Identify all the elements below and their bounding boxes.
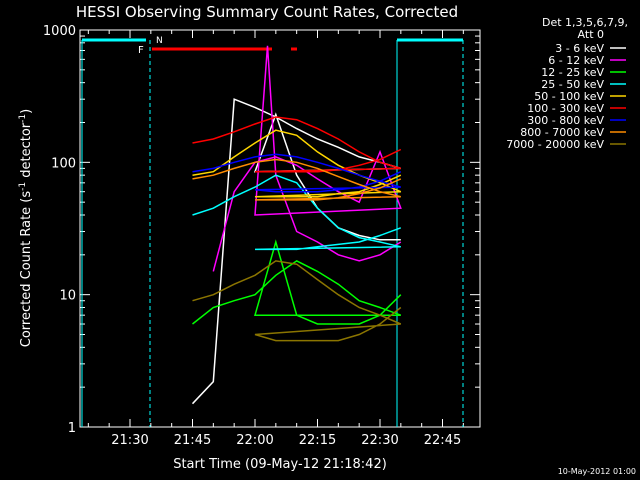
legend-label-3: 25 - 50 keV	[541, 78, 604, 91]
x-axis-ticks: 21:30 21:45 22:00 22:15 22:30 22:45	[87, 30, 464, 448]
series-line-8	[192, 260, 402, 342]
night-flag-label: N	[156, 36, 163, 46]
legend-label-2: 12 - 25 keV	[541, 66, 604, 79]
series-lines	[191, 45, 402, 405]
ylabel-main: Corrected Count Rate (s	[19, 191, 34, 348]
y-tick-label-0: 1	[68, 421, 76, 436]
legend-header-1: Det 1,3,5,6,7,9,	[542, 16, 628, 29]
y-axis-ticks: 1 10 100 1000	[43, 24, 480, 436]
legend-label-4: 50 - 100 keV	[534, 90, 604, 103]
y-axis-label: Corrected Count Rate (s-1 detector-1)	[18, 109, 34, 347]
x-tick-label-3: 22:15	[299, 433, 336, 448]
y-tick-label-2: 100	[51, 156, 76, 171]
ylabel-sup-1: -1	[18, 182, 28, 191]
x-tick-label-5: 22:45	[424, 433, 461, 448]
ylabel-sup-2: -1	[18, 114, 28, 123]
x-axis-label: Start Time (09-May-12 21:18:42)	[173, 457, 387, 472]
ylabel-end: )	[19, 109, 34, 114]
series-line-6	[192, 153, 402, 193]
series-line-7	[192, 158, 402, 201]
y-tick-label-3: 1000	[43, 24, 76, 39]
series-line-3	[192, 174, 402, 251]
legend-label-1: 6 - 12 keV	[548, 54, 604, 67]
x-tick-label-0: 21:30	[111, 433, 148, 448]
x-tick-label-2: 22:00	[236, 433, 273, 448]
footer-date: 10-May-2012 01:00	[558, 467, 636, 476]
legend-label-5: 100 - 300 keV	[527, 102, 604, 115]
legend-label-8: 7000 - 20000 keV	[506, 138, 604, 151]
series-line-1	[212, 45, 402, 272]
series-line-5	[192, 116, 402, 173]
x-tick-label-1: 21:45	[174, 433, 211, 448]
y-tick-label-1: 10	[59, 289, 76, 304]
plot-frame	[79, 29, 481, 428]
series-line-4	[192, 129, 402, 198]
legend-label-0: 3 - 6 keV	[555, 42, 604, 55]
svg-text:Corrected Count Rate (s-1 dete: Corrected Count Rate (s-1 detector-1)	[18, 109, 34, 347]
coverage-markers: F N	[81, 36, 464, 427]
ylabel-mid: detector	[19, 122, 34, 182]
legend-label-6: 300 - 800 keV	[527, 114, 604, 127]
legend-label-7: 800 - 7000 keV	[520, 126, 604, 139]
x-tick-label-4: 22:30	[361, 433, 398, 448]
flare-flag-label: F	[138, 45, 144, 56]
chart-title: HESSI Observing Summary Count Rates, Cor…	[76, 3, 458, 21]
legend-header-2: Att 0	[578, 28, 604, 41]
series-line-2	[192, 239, 402, 325]
